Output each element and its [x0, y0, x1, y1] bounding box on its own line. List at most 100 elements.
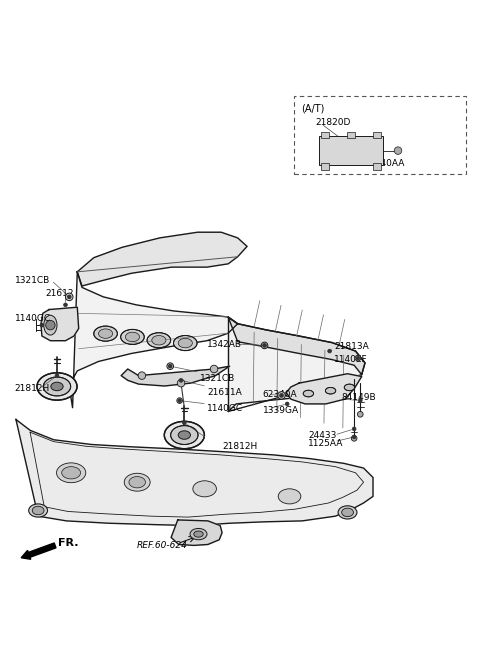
Ellipse shape: [178, 339, 192, 348]
Text: FR.: FR.: [59, 538, 79, 548]
Circle shape: [179, 379, 183, 383]
Text: 21612: 21612: [46, 289, 74, 298]
Ellipse shape: [44, 315, 57, 335]
Ellipse shape: [62, 466, 81, 479]
Polygon shape: [171, 520, 222, 546]
Circle shape: [328, 349, 332, 353]
Circle shape: [280, 394, 283, 397]
Text: 24433: 24433: [308, 430, 337, 440]
Circle shape: [285, 402, 289, 406]
Circle shape: [263, 344, 266, 347]
Text: 21812H: 21812H: [14, 384, 50, 393]
Ellipse shape: [164, 421, 204, 449]
Ellipse shape: [178, 431, 191, 440]
Polygon shape: [16, 419, 373, 525]
Circle shape: [68, 295, 71, 298]
Text: 1342AB: 1342AB: [207, 339, 242, 348]
FancyBboxPatch shape: [321, 163, 329, 170]
Ellipse shape: [344, 384, 355, 390]
Text: 1125AA: 1125AA: [308, 439, 344, 447]
Text: 84149B: 84149B: [341, 393, 376, 402]
Polygon shape: [286, 374, 362, 404]
Circle shape: [138, 372, 145, 379]
Text: 1339GA: 1339GA: [263, 405, 299, 415]
Circle shape: [182, 421, 186, 424]
Ellipse shape: [43, 377, 71, 396]
Ellipse shape: [37, 373, 77, 400]
Ellipse shape: [325, 387, 336, 394]
Text: 1321CB: 1321CB: [200, 374, 235, 383]
Text: 21611A: 21611A: [207, 388, 242, 397]
Ellipse shape: [342, 508, 353, 517]
Text: (A/T): (A/T): [301, 103, 324, 113]
FancyBboxPatch shape: [294, 96, 467, 174]
Circle shape: [169, 365, 172, 367]
Circle shape: [359, 399, 362, 402]
Text: 1321CB: 1321CB: [14, 276, 50, 285]
Text: 1140GC: 1140GC: [207, 404, 243, 413]
Ellipse shape: [303, 390, 313, 397]
Text: 1140EF: 1140EF: [335, 355, 368, 364]
Circle shape: [65, 293, 73, 301]
Circle shape: [356, 356, 360, 360]
Text: 1140GC: 1140GC: [14, 314, 51, 322]
Circle shape: [394, 147, 402, 155]
FancyArrow shape: [21, 543, 56, 559]
Ellipse shape: [190, 529, 207, 540]
Circle shape: [210, 365, 218, 373]
Circle shape: [278, 392, 285, 399]
Ellipse shape: [129, 477, 145, 488]
FancyBboxPatch shape: [372, 163, 381, 170]
FancyBboxPatch shape: [372, 132, 381, 138]
Polygon shape: [41, 307, 79, 341]
FancyBboxPatch shape: [347, 132, 355, 138]
Circle shape: [263, 343, 266, 347]
Ellipse shape: [278, 489, 301, 504]
FancyBboxPatch shape: [319, 136, 383, 165]
Polygon shape: [121, 366, 229, 386]
Ellipse shape: [98, 329, 113, 339]
Ellipse shape: [51, 383, 63, 390]
Text: 21812H: 21812H: [222, 442, 257, 451]
Circle shape: [177, 379, 185, 387]
Circle shape: [280, 394, 283, 398]
Text: 62340A: 62340A: [263, 390, 297, 399]
Circle shape: [351, 436, 357, 441]
Ellipse shape: [194, 531, 203, 537]
Ellipse shape: [171, 426, 198, 445]
Ellipse shape: [124, 474, 150, 491]
Ellipse shape: [32, 506, 44, 515]
Polygon shape: [228, 317, 365, 375]
Circle shape: [352, 435, 356, 439]
Circle shape: [355, 355, 361, 361]
Text: 21820D: 21820D: [315, 118, 351, 127]
Circle shape: [352, 427, 356, 431]
Circle shape: [358, 411, 363, 417]
Ellipse shape: [147, 333, 171, 348]
Polygon shape: [77, 233, 247, 286]
Ellipse shape: [338, 506, 357, 519]
Text: 21813A: 21813A: [335, 342, 369, 351]
Circle shape: [55, 374, 59, 377]
Ellipse shape: [125, 332, 140, 342]
Circle shape: [178, 399, 181, 402]
Circle shape: [168, 364, 172, 368]
Text: 1140AA: 1140AA: [370, 159, 405, 168]
FancyBboxPatch shape: [321, 132, 329, 138]
Ellipse shape: [29, 504, 48, 517]
Ellipse shape: [193, 481, 216, 497]
Circle shape: [167, 363, 173, 369]
Polygon shape: [228, 317, 365, 411]
Circle shape: [261, 342, 268, 348]
Circle shape: [40, 324, 44, 327]
Ellipse shape: [120, 329, 144, 345]
Circle shape: [63, 303, 67, 307]
Polygon shape: [70, 272, 238, 407]
Circle shape: [46, 320, 55, 330]
Circle shape: [177, 398, 182, 403]
Text: REF.60-624: REF.60-624: [137, 541, 188, 550]
Ellipse shape: [173, 335, 197, 350]
Ellipse shape: [94, 326, 118, 341]
Circle shape: [67, 295, 71, 299]
Ellipse shape: [57, 463, 86, 483]
